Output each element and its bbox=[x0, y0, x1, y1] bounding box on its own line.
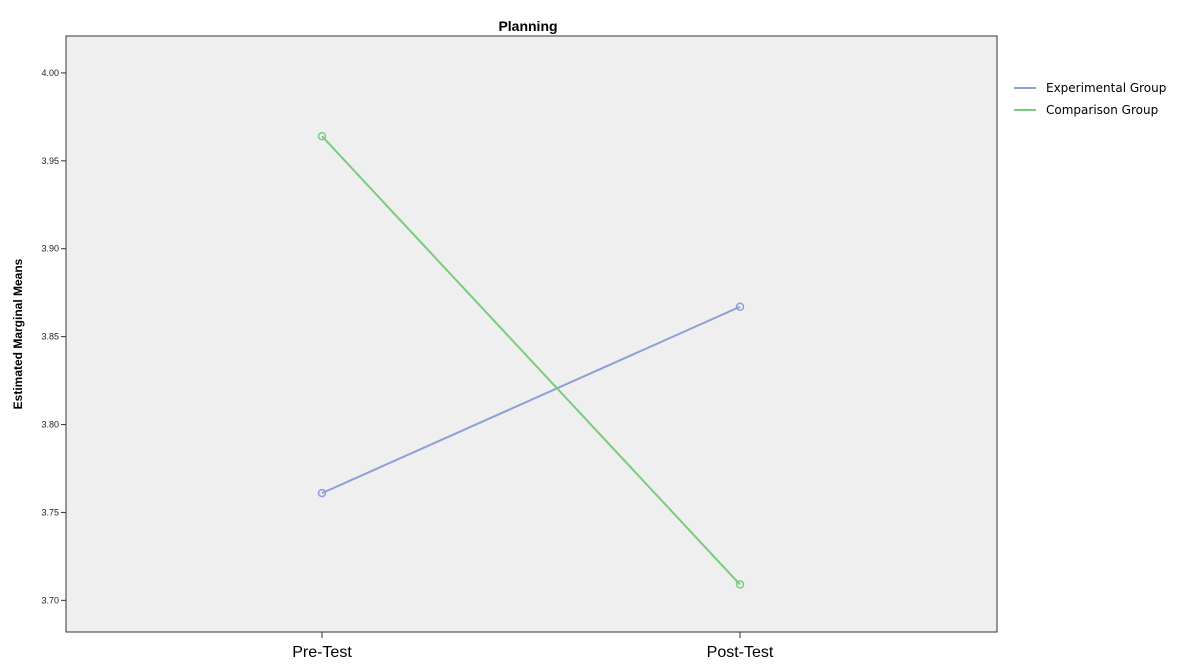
legend-label: Experimental Group bbox=[1046, 81, 1166, 95]
data-point bbox=[735, 580, 745, 589]
legend-label: Comparison Group bbox=[1046, 103, 1158, 117]
x-tick-label: Post-Test bbox=[707, 644, 774, 661]
data-point bbox=[317, 131, 327, 141]
y-tick-label: 4.00 bbox=[41, 68, 59, 78]
y-axis: 3.70 3.75 3.80 3.85 3.90 3.95 4.00 bbox=[41, 68, 66, 605]
series-line-comparison bbox=[321, 135, 741, 586]
y-tick-label: 3.80 bbox=[41, 420, 59, 430]
y-tick-label: 3.90 bbox=[41, 244, 59, 254]
data-point bbox=[735, 302, 745, 311]
plot-area bbox=[65, 35, 998, 633]
series-line-experimental bbox=[321, 305, 741, 495]
x-axis: Pre-Test Post-Test bbox=[292, 632, 774, 661]
y-axis-label: Estimated Marginal Means bbox=[11, 258, 25, 409]
legend: Experimental Group Comparison Group bbox=[1014, 81, 1166, 117]
y-tick-label: 3.70 bbox=[41, 595, 59, 605]
data-point bbox=[317, 488, 327, 498]
x-tick-label: Pre-Test bbox=[292, 644, 352, 661]
chart-title: Planning bbox=[498, 18, 557, 34]
y-tick-label: 3.75 bbox=[41, 507, 59, 517]
y-tick-label: 3.95 bbox=[41, 156, 59, 166]
series-layer bbox=[317, 131, 745, 589]
y-tick-label: 3.85 bbox=[41, 332, 59, 342]
